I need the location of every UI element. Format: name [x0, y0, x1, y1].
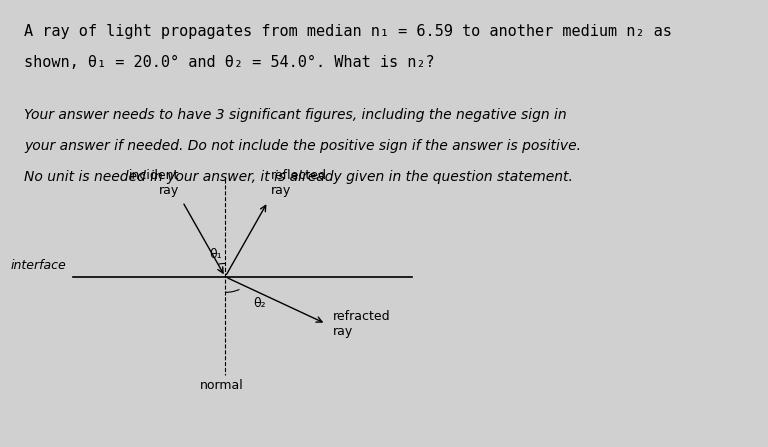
Text: incident
ray: incident ray	[129, 169, 179, 197]
Text: No unit is needed in your answer, it is already given in the question statement.: No unit is needed in your answer, it is …	[25, 170, 573, 184]
Text: θ₁: θ₁	[209, 248, 222, 261]
Text: refracted
ray: refracted ray	[333, 310, 391, 338]
Text: A ray of light propagates from median n₁ = 6.59 to another medium n₂ as: A ray of light propagates from median n₁…	[25, 24, 672, 38]
Text: your answer if needed. Do not include the positive sign if the answer is positiv: your answer if needed. Do not include th…	[25, 139, 581, 153]
Text: reflected
ray: reflected ray	[271, 169, 327, 197]
Text: Your answer needs to have 3 significant figures, including the negative sign in: Your answer needs to have 3 significant …	[25, 108, 567, 122]
Text: θ₂: θ₂	[253, 297, 266, 310]
Text: normal: normal	[200, 379, 243, 392]
Text: interface: interface	[10, 259, 66, 272]
Text: shown, θ₁ = 20.0° and θ₂ = 54.0°. What is n₂?: shown, θ₁ = 20.0° and θ₂ = 54.0°. What i…	[25, 55, 435, 70]
